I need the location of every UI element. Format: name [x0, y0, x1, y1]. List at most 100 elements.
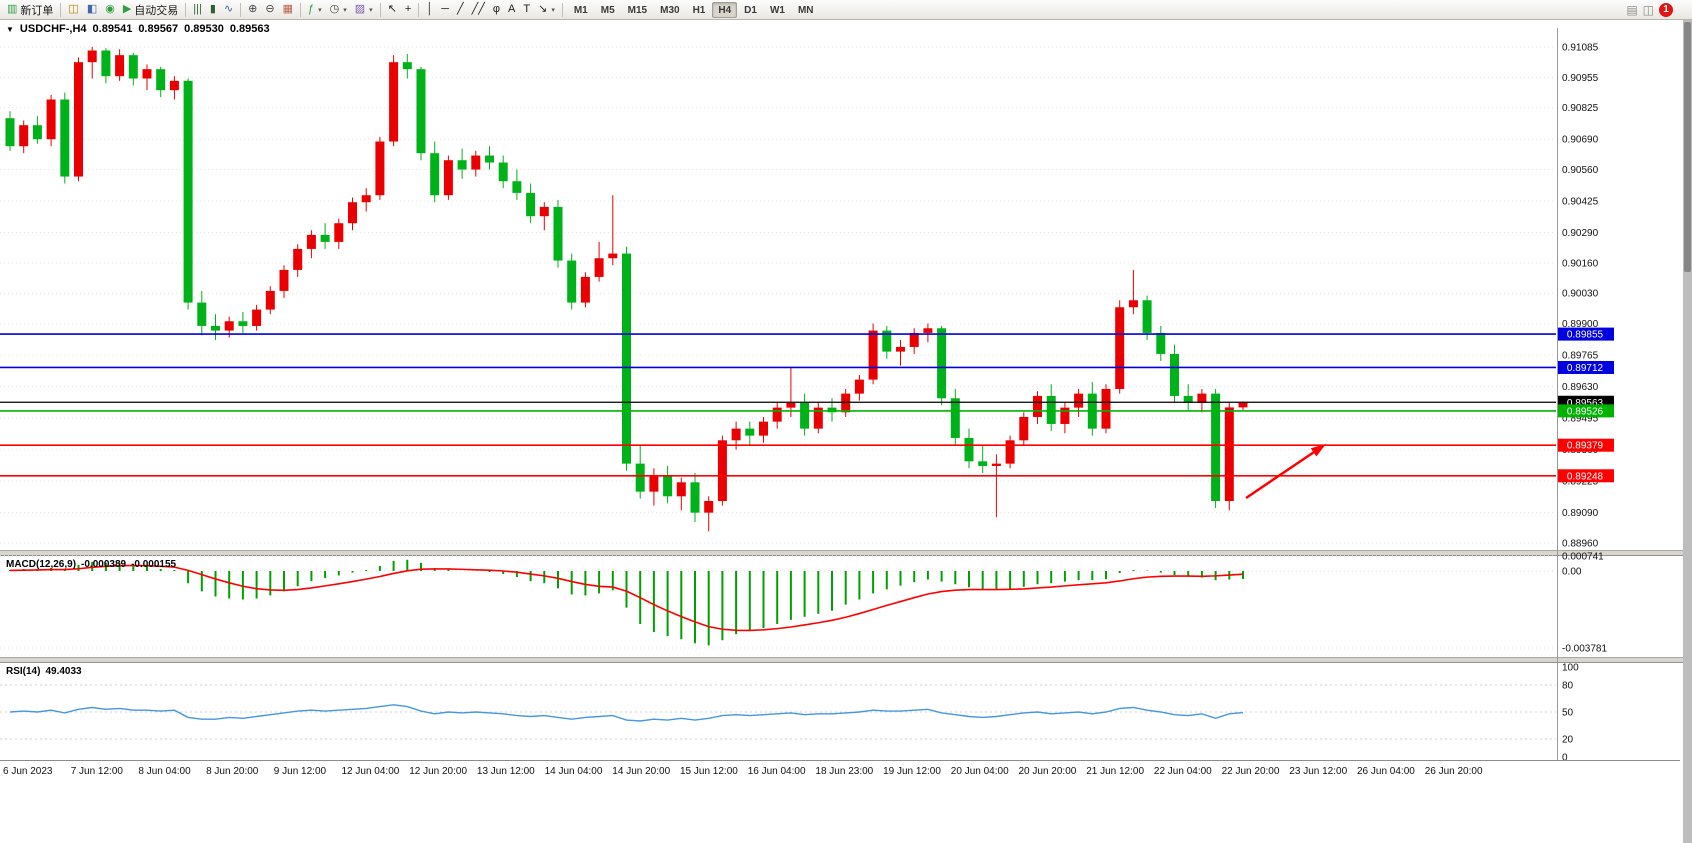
- timeframe-mn-button[interactable]: MN: [797, 4, 814, 16]
- macd-panel[interactable]: 0.000741 0.00 -0.003781: [0, 551, 1607, 655]
- price-axis-label: 0.90825: [1562, 103, 1599, 114]
- candle-body: [1128, 300, 1138, 308]
- chart-menu-triangle-icon[interactable]: ▼: [6, 24, 14, 34]
- text-label-icon: T: [523, 3, 531, 15]
- macd-label: MACD(12,26,9) -0.000389 -0.000155: [6, 559, 176, 570]
- cursor-button[interactable]: ↖: [384, 1, 401, 19]
- vertical-line-button[interactable]: │: [422, 1, 437, 19]
- timeframe-buttons: M1 M5 M15 M30 H1 H4 D1 W1 MN: [568, 1, 820, 18]
- chart-window[interactable]: 0.000741 0.00 -0.003781 100 80 50 20 0 0.91085 0.…: [0, 20, 1692, 843]
- indicators-button[interactable]: ƒ ▾: [304, 1, 326, 19]
- rsi-line: [9, 704, 1244, 722]
- price-axis-label: 0.89090: [1562, 508, 1599, 519]
- auto-trading-button[interactable]: ▶ 自动交易: [119, 1, 182, 19]
- chart-title: ▼ USDCHF-,H4 0.89541 0.89567 0.89530 0.8…: [6, 23, 270, 35]
- high-value: 0.89567: [138, 23, 179, 35]
- time-axis[interactable]: 6 Jun 2023 7 Jun 12:00 8 Jun 04:00 8 Jun 20…: [3, 766, 1483, 777]
- price-axis-label: 0.90955: [1562, 73, 1599, 84]
- candle-body: [306, 234, 316, 249]
- candle-body: [320, 234, 330, 242]
- candle-body: [197, 302, 207, 326]
- candle-body: [416, 69, 426, 154]
- scrollbar-thumb[interactable]: [1684, 22, 1691, 272]
- price-tag-label: 0.89526: [1567, 406, 1604, 417]
- crosshair-button[interactable]: +: [401, 1, 415, 19]
- price-axis-label: 0.89900: [1562, 319, 1599, 330]
- rsi-panel[interactable]: 100 80 50 20 0: [0, 663, 1579, 764]
- notification-badge[interactable]: 1: [1659, 2, 1673, 17]
- toolbar-right-icon-2[interactable]: ◫: [1642, 2, 1654, 17]
- toolbar-separator: [185, 2, 187, 17]
- candle-body: [731, 428, 741, 441]
- arrows-icon: ↘: [538, 3, 548, 15]
- level-lines[interactable]: [0, 333, 1556, 477]
- arrows-button[interactable]: ↘ ▾: [534, 1, 559, 19]
- time-axis-label: 7 Jun 12:00: [71, 766, 124, 777]
- candle-body: [964, 437, 974, 462]
- price-axis[interactable]: 0.91085 0.90955 0.90825 0.90690 0.90560 0.904…: [1557, 43, 1614, 550]
- candlestick-type-button[interactable]: ▮: [206, 1, 220, 19]
- price-chart-canvas[interactable]: 0.0007410.00-0.00378110080502000.910850.…: [0, 20, 1692, 843]
- time-axis-label: 12 Jun 20:00: [409, 766, 467, 777]
- text-label-button[interactable]: T: [519, 1, 534, 19]
- price-tag: [1557, 438, 1614, 452]
- macd-signal-value: -0.000155: [131, 559, 177, 570]
- candle-body: [717, 440, 727, 501]
- panel-separator[interactable]: [0, 657, 1692, 663]
- new-order-button[interactable]: ▥ 新订单: [3, 1, 57, 19]
- timeframe-m30-button[interactable]: M30: [660, 4, 680, 16]
- candle-body: [841, 393, 851, 413]
- time-axis-label: 18 Jun 23:00: [815, 766, 873, 777]
- time-axis-label: 22 Jun 04:00: [1154, 766, 1212, 777]
- trendline-button[interactable]: ╱: [453, 1, 468, 19]
- timeframe-w1-button[interactable]: W1: [769, 4, 785, 16]
- templates-button-dropdown-icon: ▾: [369, 6, 373, 14]
- refresh-button[interactable]: ◉: [101, 1, 119, 19]
- price-tag-label: 0.89248: [1567, 471, 1604, 482]
- fibonacci-button[interactable]: φ: [489, 1, 504, 19]
- timeframe-d1-button[interactable]: D1: [744, 4, 757, 16]
- cursor-icon: ↖: [387, 3, 397, 15]
- tile-windows-button[interactable]: ▦: [279, 1, 297, 19]
- toolbar-separator: [379, 2, 381, 17]
- timeframe-m5-button[interactable]: M5: [600, 4, 615, 16]
- candle-body: [498, 162, 508, 182]
- candle-body: [32, 125, 42, 140]
- candle-body: [1197, 393, 1207, 403]
- timeframe-h4-button[interactable]: H4: [712, 1, 738, 18]
- candle-body: [950, 398, 960, 438]
- candle-body: [854, 379, 864, 394]
- zoom-in-button[interactable]: ⊕: [244, 1, 261, 19]
- candle-body: [348, 202, 357, 224]
- timeframe-m1-button[interactable]: M1: [573, 4, 588, 16]
- candle-body: [1211, 393, 1221, 501]
- arrows-button-dropdown-icon: ▾: [551, 6, 555, 14]
- timeframe-m15-button[interactable]: M15: [627, 4, 648, 16]
- candlestick-icon: ▮: [209, 3, 216, 15]
- text-button[interactable]: A: [504, 1, 519, 19]
- zoom-out-button[interactable]: ⊖: [261, 1, 278, 19]
- panel-separator[interactable]: [0, 550, 1692, 556]
- candles[interactable]: [5, 47, 1248, 532]
- vertical-scrollbar[interactable]: [1683, 20, 1692, 843]
- timeframe-h1-button[interactable]: H1: [692, 4, 706, 16]
- periods-button[interactable]: ◷ ▾: [326, 1, 351, 19]
- time-axis-label: 22 Jun 20:00: [1222, 766, 1280, 777]
- open-value: 0.89541: [92, 23, 133, 35]
- bar-chart-type-button[interactable]: |||: [189, 1, 206, 19]
- trend-arrow[interactable]: [1245, 444, 1326, 500]
- charts-window-button[interactable]: ◫: [64, 1, 82, 19]
- close-value: 0.89563: [229, 23, 270, 35]
- symbol-period-label: USDCHF-,H4: [19, 23, 87, 35]
- profiles-button[interactable]: ◧: [83, 1, 101, 19]
- channel-button[interactable]: ╱╱: [468, 1, 489, 19]
- price-tag-label: 0.89855: [1567, 330, 1604, 341]
- line-chart-type-button[interactable]: ∿: [220, 1, 237, 19]
- candle-body: [183, 80, 193, 303]
- refresh-icon: ◉: [105, 3, 115, 15]
- toolbar-right-icon-1[interactable]: ▤: [1626, 2, 1638, 17]
- horizontal-line-button[interactable]: ─: [437, 1, 453, 19]
- candle-body: [389, 62, 399, 142]
- candle-body: [142, 69, 152, 79]
- templates-button[interactable]: ▨ ▾: [351, 1, 377, 19]
